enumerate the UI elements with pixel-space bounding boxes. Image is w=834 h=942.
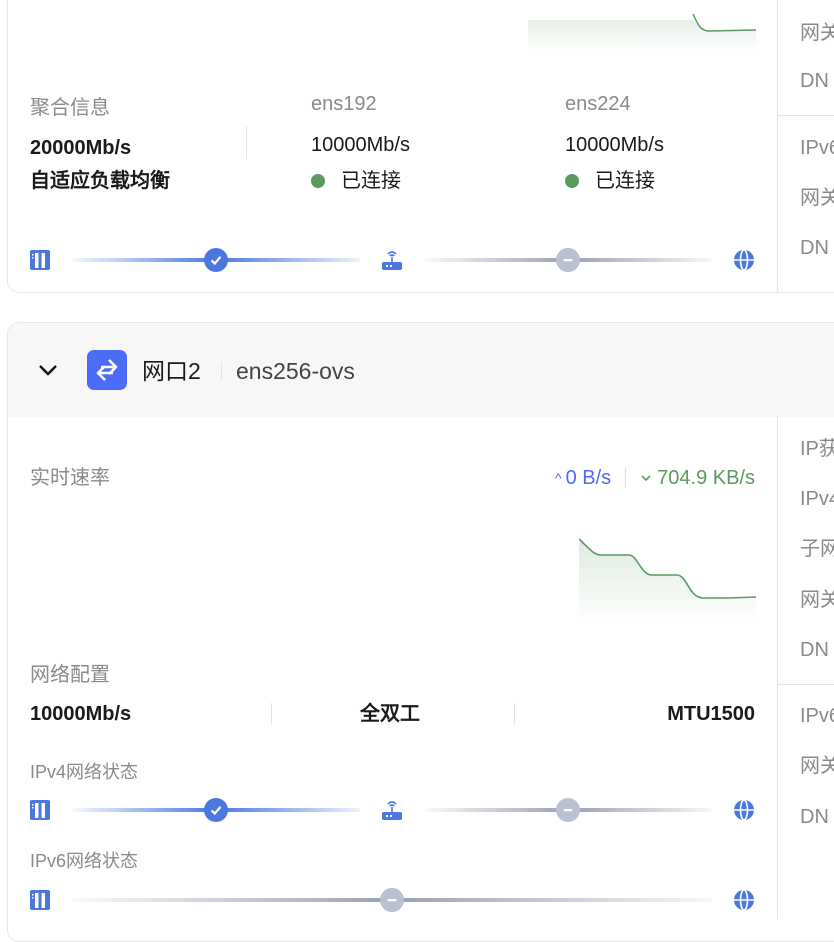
server-icon: [29, 799, 51, 821]
right-section-divider: [778, 684, 834, 685]
rate-divider: [625, 468, 627, 488]
right-field-label: IPv6: [800, 705, 834, 727]
link-speed: 10000Mb/s: [30, 703, 132, 725]
check-icon: [204, 248, 228, 272]
right-panel-divider: [777, 0, 778, 292]
router-icon: [381, 249, 403, 271]
minus-icon: [556, 248, 580, 272]
rate-readout: ^ 0 B/s 704.9 KB/s: [555, 466, 755, 490]
check-icon: [204, 798, 228, 822]
right-field-label: 网关: [800, 22, 834, 44]
connected-dot: [311, 174, 325, 188]
mtu: MTU1500: [667, 703, 755, 725]
right-panel-divider: [777, 416, 778, 918]
member-speed: 10000Mb/s: [311, 134, 410, 156]
globe-icon: [733, 249, 755, 271]
traffic-sparkline: [579, 538, 756, 624]
ipv4-status-label: IPv4网络状态: [30, 762, 139, 782]
port2-header[interactable]: [8, 323, 834, 417]
member-status: 已连接: [565, 169, 655, 193]
aggregate-divider: [246, 126, 247, 158]
right-field-label: IP获: [800, 438, 834, 460]
download-arrow-icon: [641, 475, 651, 482]
ipv6-status-label: IPv6网络状态: [30, 851, 139, 871]
connected-dot: [565, 174, 579, 188]
right-field-label: 网关: [800, 589, 834, 611]
duplex: 全双工: [360, 703, 420, 725]
port2-card: [7, 322, 834, 942]
member-speed: 10000Mb/s: [565, 134, 664, 156]
aggregate-label: 聚合信息: [30, 97, 110, 119]
config-label: 网络配置: [30, 664, 110, 686]
chevron-down-icon[interactable]: [37, 362, 59, 378]
server-icon: [29, 249, 51, 271]
right-field-label: 子网: [800, 538, 834, 560]
globe-icon: [733, 889, 755, 911]
right-field-label: 网关: [800, 187, 834, 209]
title-divider: [221, 362, 222, 380]
bond-traffic-sparkline: [528, 13, 756, 52]
minus-icon: [380, 888, 404, 912]
server-icon: [29, 889, 51, 911]
member-name: ens192: [311, 93, 377, 115]
right-field-label: DN: [800, 639, 829, 661]
upload-rate: 0 B/s: [565, 467, 612, 489]
status-text: 已连接: [341, 170, 401, 192]
router-icon: [381, 799, 403, 821]
aggregate-mode: 自适应负载均衡: [30, 170, 170, 192]
globe-icon: [733, 799, 755, 821]
port-device: ens256-ovs: [236, 358, 355, 384]
member-name: ens224: [565, 93, 631, 115]
download-rate: 704.9 KB/s: [657, 467, 755, 489]
minus-icon: [556, 798, 580, 822]
right-field-label: 网关: [800, 755, 834, 777]
aggregate-speed: 20000Mb/s: [30, 137, 132, 159]
right-field-label: DN: [800, 806, 829, 828]
right-field-label: DN: [800, 237, 829, 259]
right-section-divider: [778, 115, 834, 116]
upload-arrow-icon: ^: [555, 470, 562, 486]
port-title: 网口2: [142, 358, 201, 384]
right-field-label: IPv6: [800, 137, 834, 159]
swap-arrows-icon: [87, 350, 127, 390]
status-text: 已连接: [595, 170, 655, 192]
config-divider: [514, 703, 515, 725]
right-field-label: IPv4: [800, 488, 834, 510]
right-field-label: DN: [800, 70, 829, 92]
rate-label: 实时速率: [30, 467, 110, 489]
member-status: 已连接: [311, 169, 401, 193]
config-divider: [271, 703, 272, 725]
